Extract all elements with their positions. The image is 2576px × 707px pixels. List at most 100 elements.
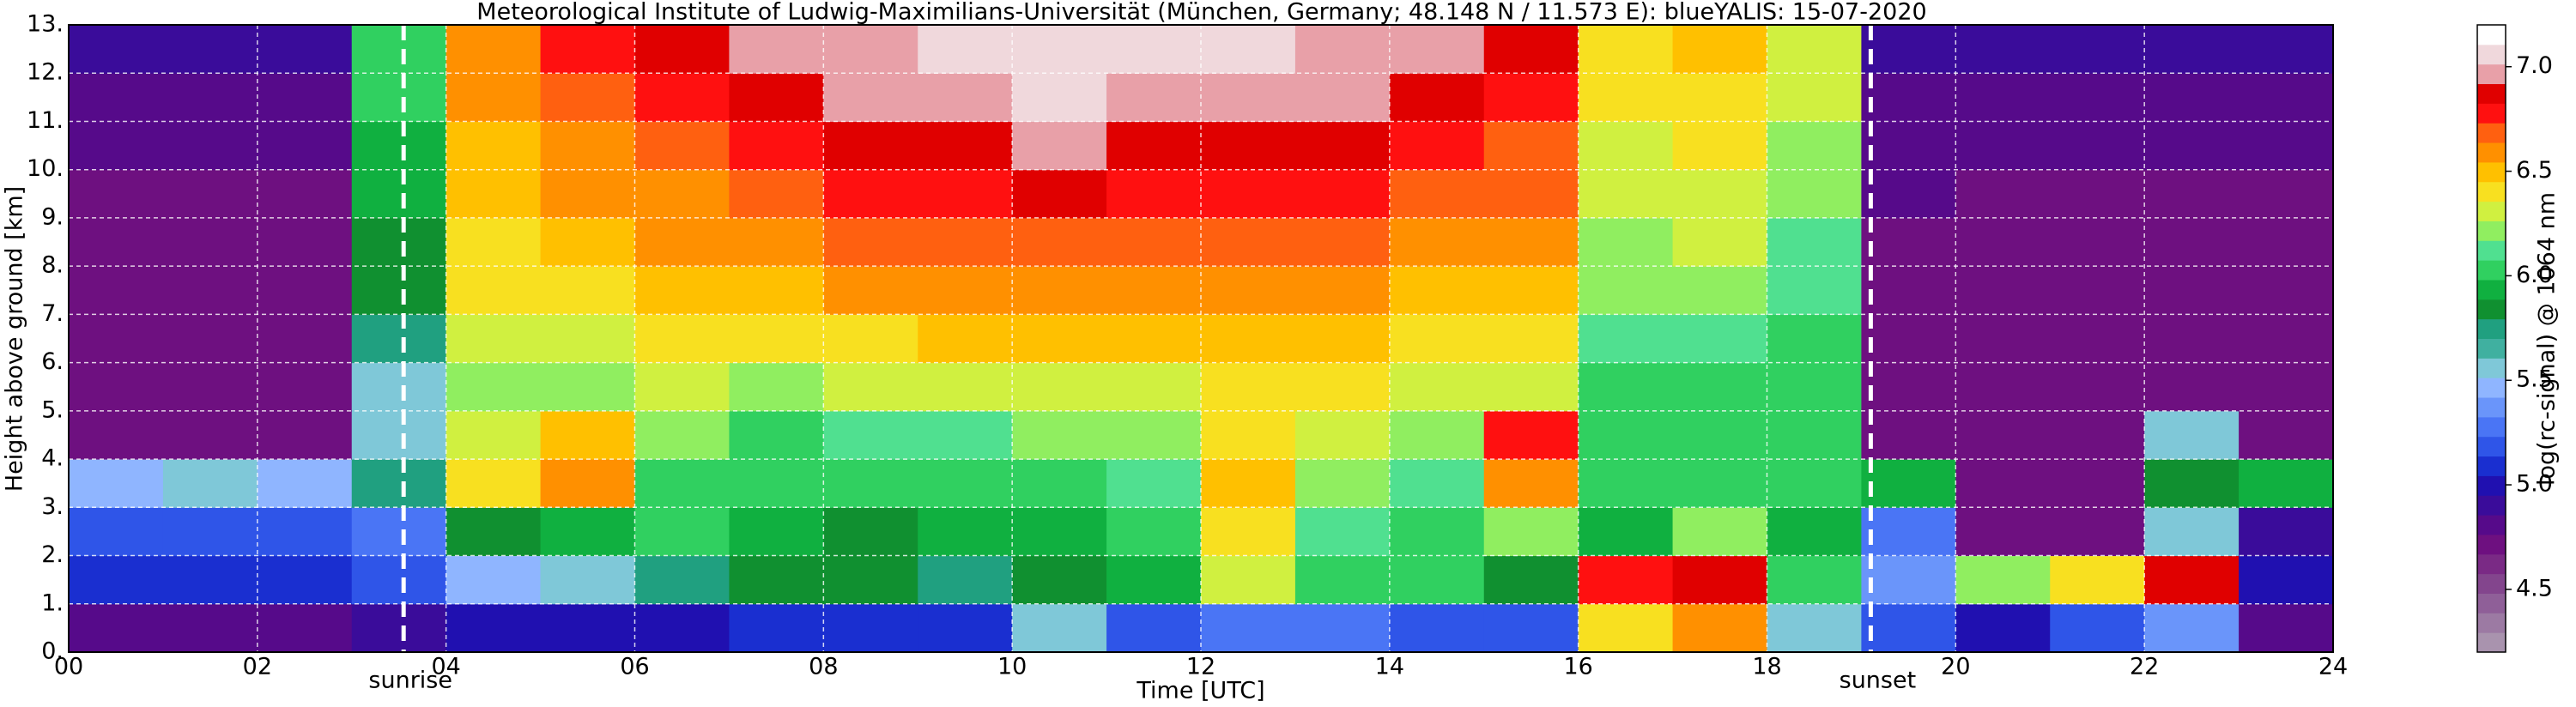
heatmap-cell [162, 314, 258, 364]
x-tick-label: 18 [1752, 654, 1781, 680]
colorbar-frame [2476, 24, 2506, 653]
heatmap-cell [1578, 73, 1674, 122]
heatmap-cell [1106, 25, 1202, 74]
x-tick-label: 10 [997, 654, 1027, 680]
heatmap-cell [445, 73, 542, 122]
heatmap-cell [1201, 217, 1296, 267]
y-tick-label: 12. [27, 59, 64, 86]
heatmap-cell [69, 507, 164, 557]
heatmap-cell [1955, 266, 2051, 315]
heatmap-cell [1389, 459, 1485, 508]
heatmap-cell [1106, 362, 1202, 412]
colorbar-swatch [2477, 475, 2506, 496]
heatmap-cell [1672, 507, 1767, 557]
heatmap-cell [162, 362, 258, 412]
heatmap-cell [1012, 169, 1107, 219]
heatmap-cell [1294, 217, 1391, 267]
heatmap-cell [1201, 603, 1296, 653]
heatmap-cell [1955, 217, 2051, 267]
heatmap-cell [634, 217, 730, 267]
heatmap-cell [1578, 362, 1674, 412]
heatmap-cell [1106, 266, 1202, 315]
heatmap-cell [1861, 362, 1956, 412]
heatmap-cell [540, 555, 635, 605]
heatmap-cell [1672, 603, 1767, 653]
heatmap-cell [1767, 314, 1862, 364]
heatmap-cell [1861, 73, 1956, 122]
heatmap-cell [1483, 25, 1579, 74]
heatmap-cell [69, 555, 164, 605]
heatmap-cell [351, 73, 447, 122]
heatmap-cell [351, 555, 447, 605]
heatmap-cell [540, 121, 635, 171]
heatmap-cell [1767, 603, 1862, 653]
heatmap-cell [2239, 410, 2334, 460]
heatmap-cell [634, 555, 730, 605]
heatmap-cell [918, 217, 1013, 267]
heatmap-cell [1294, 507, 1391, 557]
heatmap-cell [2239, 169, 2334, 219]
heatmap-cell [1578, 410, 1674, 460]
heatmap-cell [823, 410, 918, 460]
heatmap-cell [2239, 555, 2334, 605]
heatmap-cell [823, 362, 918, 412]
colorbar-swatch [2477, 142, 2506, 163]
heatmap-cell [1106, 603, 1202, 653]
heatmap-cell [162, 410, 258, 460]
heatmap-cell [634, 362, 730, 412]
heatmap-cell [1389, 266, 1485, 315]
colorbar-label: log(rc-signal) @ 1064 nm [2534, 192, 2561, 486]
heatmap-cell [2144, 73, 2240, 122]
heatmap-cell [1012, 73, 1107, 122]
heatmap-cell [257, 73, 353, 122]
heatmap-cell [445, 507, 542, 557]
y-tick-label: 13. [27, 11, 64, 38]
colorbar-swatch [2477, 25, 2506, 45]
heatmap-cell [351, 121, 447, 171]
heatmap-cell [1767, 266, 1862, 315]
heatmap-cell [445, 603, 542, 653]
heatmap-cell [1106, 169, 1202, 219]
heatmap-cell [2144, 555, 2240, 605]
chart-title: Meteorological Institute of Ludwig-Maxim… [476, 0, 1926, 26]
x-tick-label: 24 [2318, 654, 2348, 680]
heatmap-cell [2239, 25, 2334, 74]
colorbar-tick-label: 5.5 [2516, 366, 2553, 393]
heatmap-cell [69, 169, 164, 219]
heatmap-cell [1106, 121, 1202, 171]
heatmap-cell [823, 73, 918, 122]
heatmap-cell [634, 410, 730, 460]
heatmap-cell [257, 314, 353, 364]
heatmap-cell [2144, 217, 2240, 267]
heatmap-cell [2144, 169, 2240, 219]
heatmap-cell [1106, 555, 1202, 605]
heatmap-cell [1389, 217, 1485, 267]
heatmap-cell [69, 73, 164, 122]
heatmap-cell [1201, 266, 1296, 315]
y-tick-label: 1. [41, 589, 64, 616]
heatmap-cell [918, 266, 1013, 315]
heatmap-cell [1861, 603, 1956, 653]
heatmap-cell [1955, 410, 2051, 460]
heatmap-cell [2050, 25, 2145, 74]
heatmap-cell [351, 507, 447, 557]
heatmap-cell [729, 73, 824, 122]
colorbar-tick-label: 6.0 [2516, 262, 2553, 288]
heatmap-cell [1672, 217, 1767, 267]
heatmap-cell [823, 314, 918, 364]
heatmap-cell [1955, 73, 2051, 122]
heatmap-cell [1861, 314, 1956, 364]
heatmap-cell [729, 459, 824, 508]
heatmap-cell [1861, 410, 1956, 460]
heatmap-cell [1672, 314, 1767, 364]
colorbar-swatch [2477, 83, 2506, 104]
heatmap-cell [1012, 217, 1107, 267]
heatmap-cell [1012, 25, 1107, 74]
heatmap-cell [1201, 410, 1296, 460]
heatmap-cell [1955, 121, 2051, 171]
heatmap-cell [729, 410, 824, 460]
heatmap-cell [1578, 507, 1674, 557]
heatmap-cell [162, 121, 258, 171]
heatmap-cell [1767, 73, 1862, 122]
